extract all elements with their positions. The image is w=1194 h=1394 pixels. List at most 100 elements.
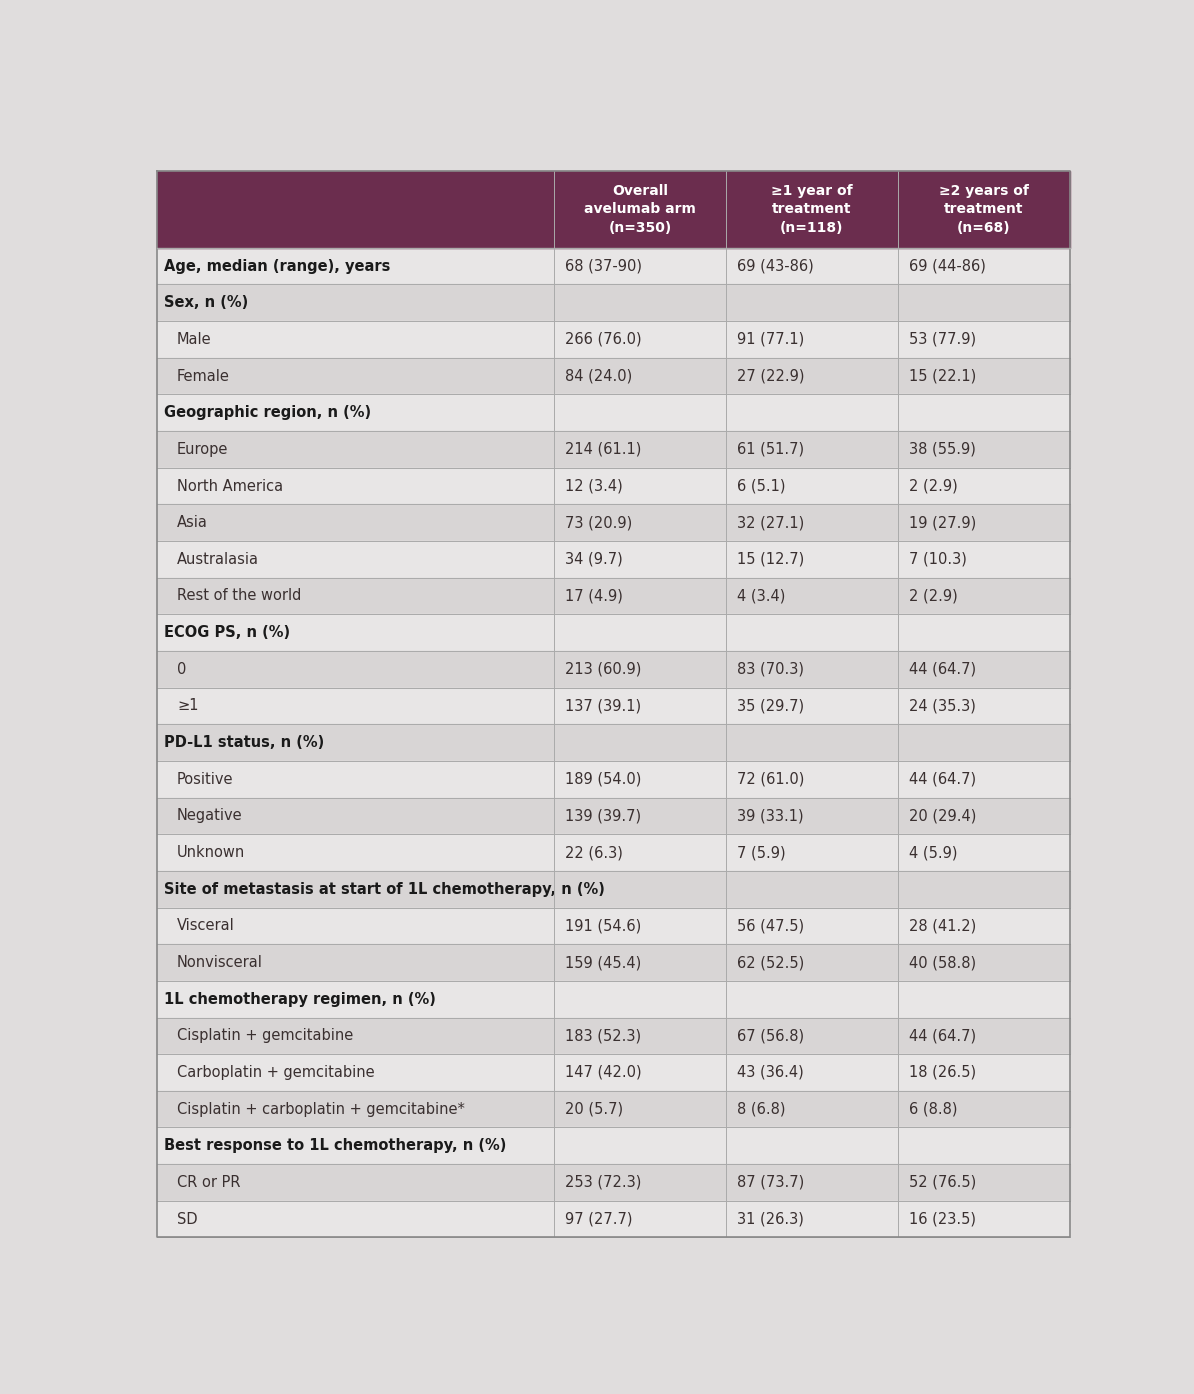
Bar — [156, 541, 1070, 577]
Text: 61 (51.7): 61 (51.7) — [737, 442, 805, 457]
Text: 1L chemotherapy regimen, n (%): 1L chemotherapy regimen, n (%) — [164, 991, 436, 1006]
Bar — [156, 615, 1070, 651]
Text: 91 (77.1): 91 (77.1) — [737, 332, 805, 347]
Bar — [156, 797, 1070, 834]
Bar — [156, 834, 1070, 871]
Text: 253 (72.3): 253 (72.3) — [565, 1175, 641, 1190]
Text: Cisplatin + carboplatin + gemcitabine*: Cisplatin + carboplatin + gemcitabine* — [177, 1101, 464, 1117]
Text: Cisplatin + gemcitabine: Cisplatin + gemcitabine — [177, 1029, 353, 1043]
Text: 214 (61.1): 214 (61.1) — [565, 442, 641, 457]
Bar — [156, 725, 1070, 761]
Text: 137 (39.1): 137 (39.1) — [565, 698, 641, 714]
Text: 2 (2.9): 2 (2.9) — [909, 588, 958, 604]
Text: 159 (45.4): 159 (45.4) — [565, 955, 641, 970]
Text: SD: SD — [177, 1211, 198, 1227]
Bar — [156, 358, 1070, 395]
Text: Best response to 1L chemotherapy, n (%): Best response to 1L chemotherapy, n (%) — [164, 1139, 506, 1153]
Text: 44 (64.7): 44 (64.7) — [909, 772, 977, 786]
Text: 15 (22.1): 15 (22.1) — [909, 368, 977, 383]
Text: 183 (52.3): 183 (52.3) — [565, 1029, 641, 1043]
Text: 7 (5.9): 7 (5.9) — [737, 845, 786, 860]
Text: 213 (60.9): 213 (60.9) — [565, 662, 641, 677]
Text: 20 (5.7): 20 (5.7) — [565, 1101, 623, 1117]
Bar — [156, 170, 1070, 248]
Text: Female: Female — [177, 368, 230, 383]
Text: 6 (5.1): 6 (5.1) — [737, 478, 786, 493]
Text: Carboplatin + gemcitabine: Carboplatin + gemcitabine — [177, 1065, 375, 1080]
Text: Positive: Positive — [177, 772, 234, 786]
Text: ECOG PS, n (%): ECOG PS, n (%) — [164, 625, 290, 640]
Text: CR or PR: CR or PR — [177, 1175, 240, 1190]
Text: 52 (76.5): 52 (76.5) — [909, 1175, 977, 1190]
Text: 84 (24.0): 84 (24.0) — [565, 368, 633, 383]
Text: 87 (73.7): 87 (73.7) — [737, 1175, 805, 1190]
Bar — [156, 395, 1070, 431]
Text: 16 (23.5): 16 (23.5) — [909, 1211, 975, 1227]
Text: ≥1 year of
treatment
(n=118): ≥1 year of treatment (n=118) — [771, 184, 853, 234]
Text: 18 (26.5): 18 (26.5) — [909, 1065, 977, 1080]
Text: 4 (5.9): 4 (5.9) — [909, 845, 958, 860]
Text: Visceral: Visceral — [177, 919, 235, 934]
Text: ≥1: ≥1 — [177, 698, 198, 714]
Text: Geographic region, n (%): Geographic region, n (%) — [164, 406, 371, 420]
Bar — [156, 1018, 1070, 1054]
Text: 31 (26.3): 31 (26.3) — [737, 1211, 804, 1227]
Bar — [156, 1200, 1070, 1238]
Text: Negative: Negative — [177, 809, 242, 824]
Text: 27 (22.9): 27 (22.9) — [737, 368, 805, 383]
Text: ≥2 years of
treatment
(n=68): ≥2 years of treatment (n=68) — [938, 184, 1029, 234]
Text: Age, median (range), years: Age, median (range), years — [164, 259, 390, 273]
Text: 22 (6.3): 22 (6.3) — [565, 845, 623, 860]
Bar — [156, 321, 1070, 358]
Text: 7 (10.3): 7 (10.3) — [909, 552, 967, 567]
Text: 62 (52.5): 62 (52.5) — [737, 955, 805, 970]
Text: 20 (29.4): 20 (29.4) — [909, 809, 977, 824]
Text: Overall
avelumab arm
(n=350): Overall avelumab arm (n=350) — [584, 184, 696, 234]
Text: 67 (56.8): 67 (56.8) — [737, 1029, 805, 1043]
Text: 147 (42.0): 147 (42.0) — [565, 1065, 641, 1080]
Text: Nonvisceral: Nonvisceral — [177, 955, 263, 970]
Text: 44 (64.7): 44 (64.7) — [909, 662, 977, 677]
Text: 83 (70.3): 83 (70.3) — [737, 662, 804, 677]
Bar — [156, 687, 1070, 725]
Text: 4 (3.4): 4 (3.4) — [737, 588, 786, 604]
Text: 69 (43-86): 69 (43-86) — [737, 259, 814, 273]
Text: 32 (27.1): 32 (27.1) — [737, 516, 805, 530]
Bar — [156, 944, 1070, 981]
Bar — [156, 468, 1070, 505]
Text: Sex, n (%): Sex, n (%) — [164, 296, 248, 311]
Bar — [156, 577, 1070, 615]
Text: 28 (41.2): 28 (41.2) — [909, 919, 977, 934]
Text: 12 (3.4): 12 (3.4) — [565, 478, 623, 493]
Text: 2 (2.9): 2 (2.9) — [909, 478, 958, 493]
Text: 72 (61.0): 72 (61.0) — [737, 772, 805, 786]
Text: Male: Male — [177, 332, 211, 347]
Text: Site of metastasis at start of 1L chemotherapy, n (%): Site of metastasis at start of 1L chemot… — [164, 882, 605, 896]
Bar — [156, 1164, 1070, 1200]
Text: Rest of the world: Rest of the world — [177, 588, 301, 604]
Bar — [156, 1128, 1070, 1164]
Bar — [156, 1054, 1070, 1092]
Text: 97 (27.7): 97 (27.7) — [565, 1211, 633, 1227]
Text: 68 (37-90): 68 (37-90) — [565, 259, 642, 273]
Text: 40 (58.8): 40 (58.8) — [909, 955, 977, 970]
Text: 39 (33.1): 39 (33.1) — [737, 809, 804, 824]
Text: 44 (64.7): 44 (64.7) — [909, 1029, 977, 1043]
Text: North America: North America — [177, 478, 283, 493]
Text: 19 (27.9): 19 (27.9) — [909, 516, 977, 530]
Text: 266 (76.0): 266 (76.0) — [565, 332, 641, 347]
Bar — [156, 651, 1070, 687]
Bar — [156, 505, 1070, 541]
Text: Asia: Asia — [177, 516, 208, 530]
Text: 43 (36.4): 43 (36.4) — [737, 1065, 804, 1080]
Text: 73 (20.9): 73 (20.9) — [565, 516, 633, 530]
Text: Unknown: Unknown — [177, 845, 245, 860]
Text: 191 (54.6): 191 (54.6) — [565, 919, 641, 934]
Text: 53 (77.9): 53 (77.9) — [909, 332, 977, 347]
Text: 139 (39.7): 139 (39.7) — [565, 809, 641, 824]
Bar — [156, 761, 1070, 797]
Text: 0: 0 — [177, 662, 186, 677]
Text: 56 (47.5): 56 (47.5) — [737, 919, 805, 934]
Bar — [156, 981, 1070, 1018]
Text: 6 (8.8): 6 (8.8) — [909, 1101, 958, 1117]
